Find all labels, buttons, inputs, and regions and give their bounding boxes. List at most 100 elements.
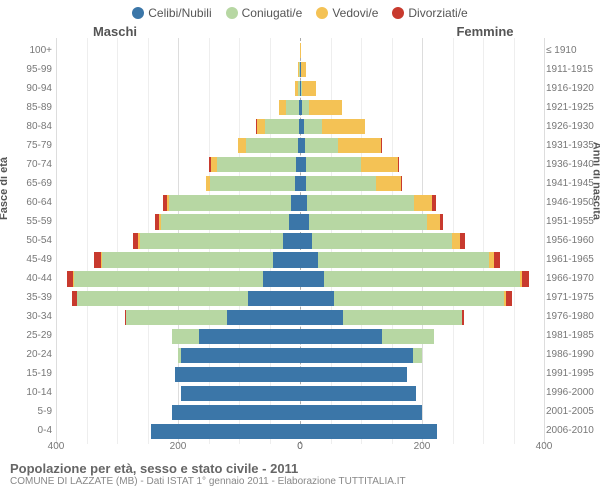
bar-stack-female [300,424,437,439]
bar-segment-coniugati [77,291,248,306]
birth-year-label: 2006-2010 [546,426,600,436]
age-label: 35-39 [16,293,52,303]
birth-year-label: 1981-1985 [546,331,600,341]
bar-stack-male [209,157,300,172]
bar-stack-female [300,62,306,77]
female-side: 1966-1970 [300,270,544,289]
male-side: 15-19 [56,365,300,384]
legend-label: Celibi/Nubili [148,6,211,20]
birth-year-label: ≤ 1910 [546,46,600,56]
bar-segment-coniugati [246,138,298,153]
plot-area: 0-42006-20105-92001-200510-141996-200015… [56,41,544,441]
bar-segment-vedovi [427,214,439,229]
bar-segment-divorziati [506,291,512,306]
birth-year-label: 1911-1915 [546,65,600,75]
age-row: 40-441966-1970 [56,270,544,289]
age-row: 60-641946-1950 [56,193,544,212]
male-side: 65-69 [56,174,300,193]
male-side: 40-44 [56,270,300,289]
bar-segment-coniugati [172,329,199,344]
legend-item: Divorziati/e [392,6,467,20]
male-side: 20-24 [56,346,300,365]
bar-segment-coniugati [306,157,361,172]
bar-segment-vedovi [361,157,398,172]
bar-stack-male [181,386,300,401]
y-axis-title-left: Fasce di età [0,157,10,220]
age-row: 75-791931-1935 [56,136,544,155]
bar-stack-male [172,329,300,344]
birth-year-label: 1961-1965 [546,255,600,265]
bar-segment-coniugati [307,195,414,210]
bar-segment-celibi [300,310,343,325]
x-axis-right: 0200400 [300,441,544,457]
age-row: 90-941916-1920 [56,79,544,98]
bar-stack-male [133,233,300,248]
bar-segment-vedovi [301,62,306,77]
bar-segment-celibi [199,329,300,344]
age-row: 25-291981-1985 [56,327,544,346]
bar-segment-celibi [300,405,422,420]
bar-stack-female [300,195,436,210]
bar-stack-male [151,424,300,439]
bar-segment-divorziati [494,252,500,267]
bar-segment-celibi [300,424,437,439]
female-side: 1991-1995 [300,365,544,384]
female-side: 1911-1915 [300,60,544,79]
age-label: 40-44 [16,274,52,284]
bar-segment-vedovi [279,100,286,115]
female-side: 1926-1930 [300,117,544,136]
bar-stack-male [206,176,300,191]
age-row: 50-541956-1960 [56,231,544,250]
age-row: 85-891921-1925 [56,98,544,117]
bar-stack-female [300,348,422,363]
female-side: 1951-1955 [300,212,544,231]
age-label: 70-74 [16,160,52,170]
header-female: Femmine [300,24,600,39]
legend-swatch [316,7,328,19]
bar-stack-male [94,252,300,267]
bar-stack-female [300,291,512,306]
chart-subtitle: COMUNE DI LAZZATE (MB) - Dati ISTAT 1° g… [10,476,590,487]
male-side: 100+ [56,41,300,60]
bar-segment-coniugati [318,252,489,267]
age-label: 75-79 [16,141,52,151]
birth-year-label: 1991-1995 [546,369,600,379]
x-axis-left: 4002000 [56,441,300,457]
age-row: 80-841926-1930 [56,117,544,136]
age-label: 80-84 [16,122,52,132]
legend: Celibi/NubiliConiugati/eVedovi/eDivorzia… [0,0,600,20]
bar-segment-celibi [300,214,309,229]
bar-stack-female [300,81,316,96]
bar-segment-divorziati [398,157,399,172]
x-axis: 4002000 0200400 [56,441,544,457]
birth-year-label: 1931-1935 [546,141,600,151]
bar-segment-vedovi [309,100,343,115]
bar-segment-coniugati [304,119,322,134]
birth-year-label: 1916-1920 [546,84,600,94]
female-side: 1981-1985 [300,327,544,346]
bar-segment-coniugati [306,176,376,191]
bar-segment-divorziati [401,176,403,191]
age-label: 95-99 [16,65,52,75]
legend-item: Vedovi/e [316,6,378,20]
bar-segment-coniugati [126,310,227,325]
bar-stack-male [279,100,300,115]
chart-title: Popolazione per età, sesso e stato civil… [10,461,590,476]
bar-segment-coniugati [265,119,299,134]
bar-rows: 0-42006-20105-92001-200510-141996-200015… [56,41,544,441]
bar-stack-male [125,310,300,325]
bar-segment-celibi [300,367,407,382]
age-row: 100+≤ 1910 [56,41,544,60]
bar-segment-coniugati [309,214,428,229]
bar-stack-male [67,271,300,286]
birth-year-label: 1921-1925 [546,103,600,113]
male-side: 60-64 [56,193,300,212]
bar-segment-vedovi [452,233,459,248]
birth-year-label: 1986-1990 [546,350,600,360]
gridline [544,38,545,444]
birth-year-label: 1936-1940 [546,160,600,170]
chart-footer: Popolazione per età, sesso e stato civil… [0,457,600,487]
birth-year-label: 1946-1950 [546,198,600,208]
bar-segment-celibi [181,348,300,363]
male-side: 30-34 [56,308,300,327]
